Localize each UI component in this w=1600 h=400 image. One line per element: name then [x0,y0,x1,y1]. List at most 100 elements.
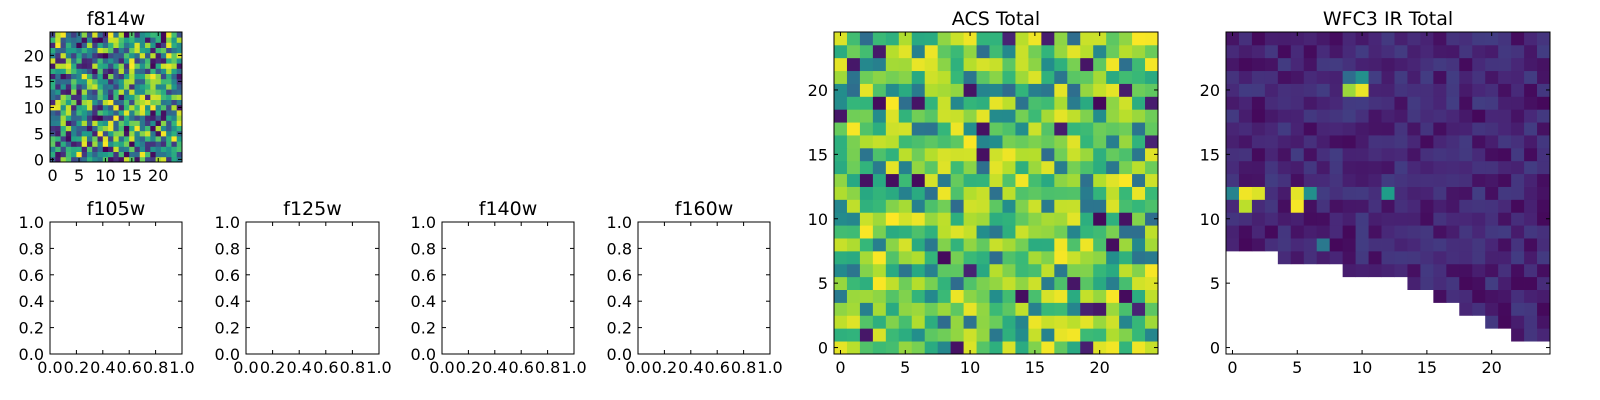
heatmap-cell [118,58,125,64]
heatmap-cell [102,52,109,59]
heatmap-cell [1145,173,1159,187]
heatmap-cell [108,110,114,116]
heatmap-cell [97,32,104,38]
heatmap-cell [108,115,114,121]
heatmap-cell [108,58,114,64]
heatmap-cell [976,122,990,136]
heatmap-cell [1303,70,1318,84]
heatmap-cell [1251,225,1266,239]
heatmap-cell [963,96,977,110]
heatmap-cell [1407,57,1421,72]
heatmap-cell [1472,276,1486,290]
heatmap-cell [1015,289,1029,303]
heatmap-cell [911,212,926,226]
heatmap-cell [1329,199,1344,213]
heatmap-cell [1080,199,1094,213]
x-tick-label: 0.8 [535,358,560,377]
heatmap-cell [1459,186,1473,200]
heatmap-cell [155,58,162,64]
heatmap-cell [1537,57,1551,72]
heatmap-cell [1277,199,1292,213]
heatmap-cell [976,289,990,303]
heatmap-cell [81,115,88,121]
heatmap-cell [150,52,156,59]
x-tick-label: 10 [1352,358,1372,377]
heatmap-cell [155,63,162,69]
heatmap-cell [924,199,939,213]
heatmap-cell [60,146,67,152]
heatmap-cell [1277,212,1292,226]
heatmap-cell [50,42,56,48]
heatmap-cell [834,186,848,200]
heatmap-cell [1054,109,1068,123]
heatmap-cell [1041,263,1055,278]
heatmap-cell [1368,83,1382,97]
heatmap-cell [924,70,939,84]
heatmap-cell [963,122,977,136]
x-tick-label: 15 [1417,358,1437,377]
heatmap-cell [1472,70,1486,84]
heatmap-cell [1316,160,1331,175]
heatmap-cell [1407,122,1421,136]
heatmap-cell [1511,289,1525,303]
heatmap-cell [150,42,156,48]
heatmap-cell [155,99,162,106]
heatmap-cell [92,120,98,126]
heatmap-cell [859,135,874,149]
heatmap-cell [859,70,874,84]
heatmap-cell [76,130,83,137]
heatmap-cell [989,328,1003,342]
heatmap-cell [160,146,167,152]
heatmap-cell [171,141,178,147]
heatmap-cell [872,147,887,162]
y-tick-label: 20 [808,81,828,100]
heatmap-cell [1093,44,1107,59]
heatmap-cell [65,47,72,54]
heatmap-cell [834,341,848,355]
heatmap-cell [1028,263,1042,278]
heatmap-cell [55,73,61,80]
heatmap-cell [1407,199,1421,213]
heatmap-cell [1303,96,1318,110]
heatmap-cell [834,122,848,136]
heatmap-cell [139,78,146,85]
heatmap-cell [145,42,151,48]
heatmap-cell [1537,315,1551,329]
heatmap-cell [846,263,861,278]
heatmap-cell [155,89,162,95]
y-tick-label: 0 [34,150,44,169]
heatmap-cell [160,104,167,111]
heatmap-cell [171,58,178,64]
heatmap-cell [1041,302,1055,316]
heatmap-cell [145,146,151,152]
y-tick-label: 0.8 [607,239,632,258]
heatmap-cell [71,47,77,54]
heatmap-cell [102,47,109,54]
heatmap-cell [1407,212,1421,226]
heatmap-cell [55,52,61,59]
heatmap-cell [86,151,93,158]
heatmap-cell [1093,122,1107,136]
f160w-title: f160w [675,198,734,220]
heatmap-cell [166,42,172,48]
x-tick-label: 1.0 [757,358,782,377]
heatmap-cell [1002,70,1016,84]
heatmap-cell [1355,263,1369,278]
f125w-title: f125w [283,198,342,220]
heatmap-cell [950,122,964,136]
heatmap-cell [1342,199,1356,213]
heatmap-cell [118,84,125,90]
heatmap-cell [1080,135,1094,149]
heatmap-cell [176,146,183,152]
heatmap-cell [134,47,141,54]
heatmap-cell [1433,160,1447,175]
heatmap-cell [976,225,990,239]
heatmap-cell [1511,263,1525,278]
heatmap-cell [1368,186,1382,200]
heatmap-cell [885,160,900,175]
heatmap-cell [86,104,93,111]
heatmap-cell [86,52,93,59]
heatmap-cell [1303,122,1318,136]
heatmap-cell [1132,173,1146,187]
heatmap-cell [1028,70,1042,84]
